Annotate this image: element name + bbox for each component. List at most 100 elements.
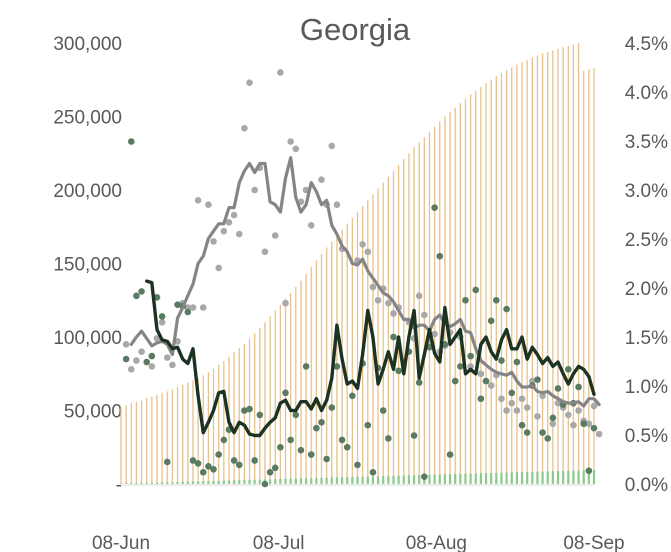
x-tick-label: 08-Sep	[563, 533, 624, 552]
right-axis-ticks: 0.0% 0.5% 1.0% 1.5% 2.0% 2.5% 3.0% 3.5% 4.0% 4.5%	[625, 34, 668, 496]
scatter-point	[230, 211, 238, 219]
scatter-point	[241, 407, 248, 414]
scatter-point	[205, 463, 212, 470]
scatter-point	[210, 238, 217, 245]
scatter-point	[518, 395, 526, 403]
scatter-point	[199, 468, 207, 476]
left-tick-label: 150,000	[53, 255, 122, 276]
dark-trend-line	[144, 279, 596, 438]
scatter-point	[307, 221, 315, 229]
scatter-point	[487, 317, 495, 325]
scatter-point	[395, 367, 402, 375]
scatter-point	[271, 464, 279, 472]
scatter-point	[333, 201, 341, 208]
scatter-point	[343, 443, 351, 451]
scatter-point	[287, 436, 294, 444]
left-tick-label: 300,000	[53, 34, 122, 55]
scatter-point	[595, 430, 603, 438]
scatter-point	[338, 436, 346, 444]
scatter-point	[133, 292, 140, 300]
scatter-point	[271, 232, 279, 239]
right-tick-label: 3.0%	[625, 181, 668, 202]
scatter-point	[297, 446, 305, 454]
scatter-point	[580, 420, 588, 428]
scatter-point	[148, 363, 156, 370]
left-tick-label: 100,000	[53, 328, 122, 349]
chart-title: Georgia	[300, 12, 411, 47]
right-tick-label: 2.0%	[625, 279, 668, 300]
scatter-point	[189, 457, 197, 464]
scatter-point	[523, 429, 531, 436]
scatter-point	[385, 299, 392, 307]
left-axis-ticks: - 50,000 100,000 150,000 200,000 250,000 300,0…	[53, 34, 122, 496]
scatter-point	[225, 219, 233, 226]
scatter-point	[549, 420, 557, 428]
scatter-point	[472, 286, 480, 294]
scatter-point	[318, 418, 325, 426]
scatter-point	[282, 389, 289, 397]
x-axis-ticks: 08-Jun 08-Jul 08-Aug 08-Sep	[92, 533, 625, 552]
scatter-point	[570, 421, 577, 429]
scatter-point	[585, 467, 593, 475]
scatter-point	[199, 304, 207, 311]
scatter-point	[266, 468, 274, 476]
scatter-point	[349, 392, 356, 400]
scatter-point	[503, 407, 510, 414]
bars-layer	[120, 43, 595, 484]
scatter-point	[513, 407, 521, 414]
scatter-point	[374, 296, 382, 304]
scatter-point	[431, 204, 438, 211]
scatter-point	[246, 79, 253, 86]
scatter-point	[518, 421, 526, 429]
scatter-point	[235, 230, 243, 238]
scatter-point	[498, 357, 505, 364]
scatter-point	[503, 305, 510, 313]
scatter-point	[328, 404, 336, 411]
scatter-point	[153, 294, 161, 301]
scatter-point	[307, 451, 315, 458]
scatter-point	[153, 335, 161, 342]
scatter-point	[539, 429, 546, 436]
scatter-point	[318, 176, 325, 184]
scatter-point	[564, 366, 572, 373]
scatter-point	[451, 377, 459, 385]
scatter-point	[302, 363, 310, 370]
scatter-point	[390, 310, 397, 317]
scatter-point	[369, 468, 377, 476]
scatter-point	[158, 319, 166, 326]
scatter-point	[292, 145, 300, 153]
scatter-point	[287, 138, 294, 145]
x-tick-label: 08-Jul	[253, 533, 305, 552]
scatter-point	[127, 366, 135, 373]
scatter-point	[421, 473, 428, 480]
scatter-point	[241, 124, 248, 132]
scatter-point	[354, 461, 361, 469]
scatter-point	[158, 313, 166, 320]
scatter-point	[333, 363, 341, 370]
scatter-point	[385, 435, 392, 442]
left-tick-label: -	[116, 475, 122, 496]
scatter-point	[457, 363, 464, 370]
scatter-point	[364, 248, 372, 256]
scatter-point	[169, 361, 176, 369]
scatter-point	[364, 421, 372, 429]
scatter-point	[534, 376, 541, 383]
scatter-point	[194, 460, 202, 467]
x-tick-label: 08-Jun	[92, 533, 150, 552]
scatter-point	[261, 248, 269, 256]
scatter-point	[421, 311, 428, 319]
scatter-point	[467, 352, 474, 360]
scatter-point	[585, 420, 593, 428]
scatter-point	[575, 383, 582, 391]
scatter-point	[369, 283, 377, 291]
scatter-point	[487, 382, 495, 389]
scatter-point	[534, 413, 541, 420]
scatter-point	[436, 252, 444, 260]
scatter-point	[210, 466, 217, 473]
scatter-point	[256, 411, 264, 419]
scatter-point	[148, 352, 156, 360]
gray-trend-line	[129, 156, 601, 408]
scatter-point	[549, 414, 557, 422]
scatter-point	[251, 186, 258, 194]
right-tick-label: 0.0%	[625, 475, 668, 496]
